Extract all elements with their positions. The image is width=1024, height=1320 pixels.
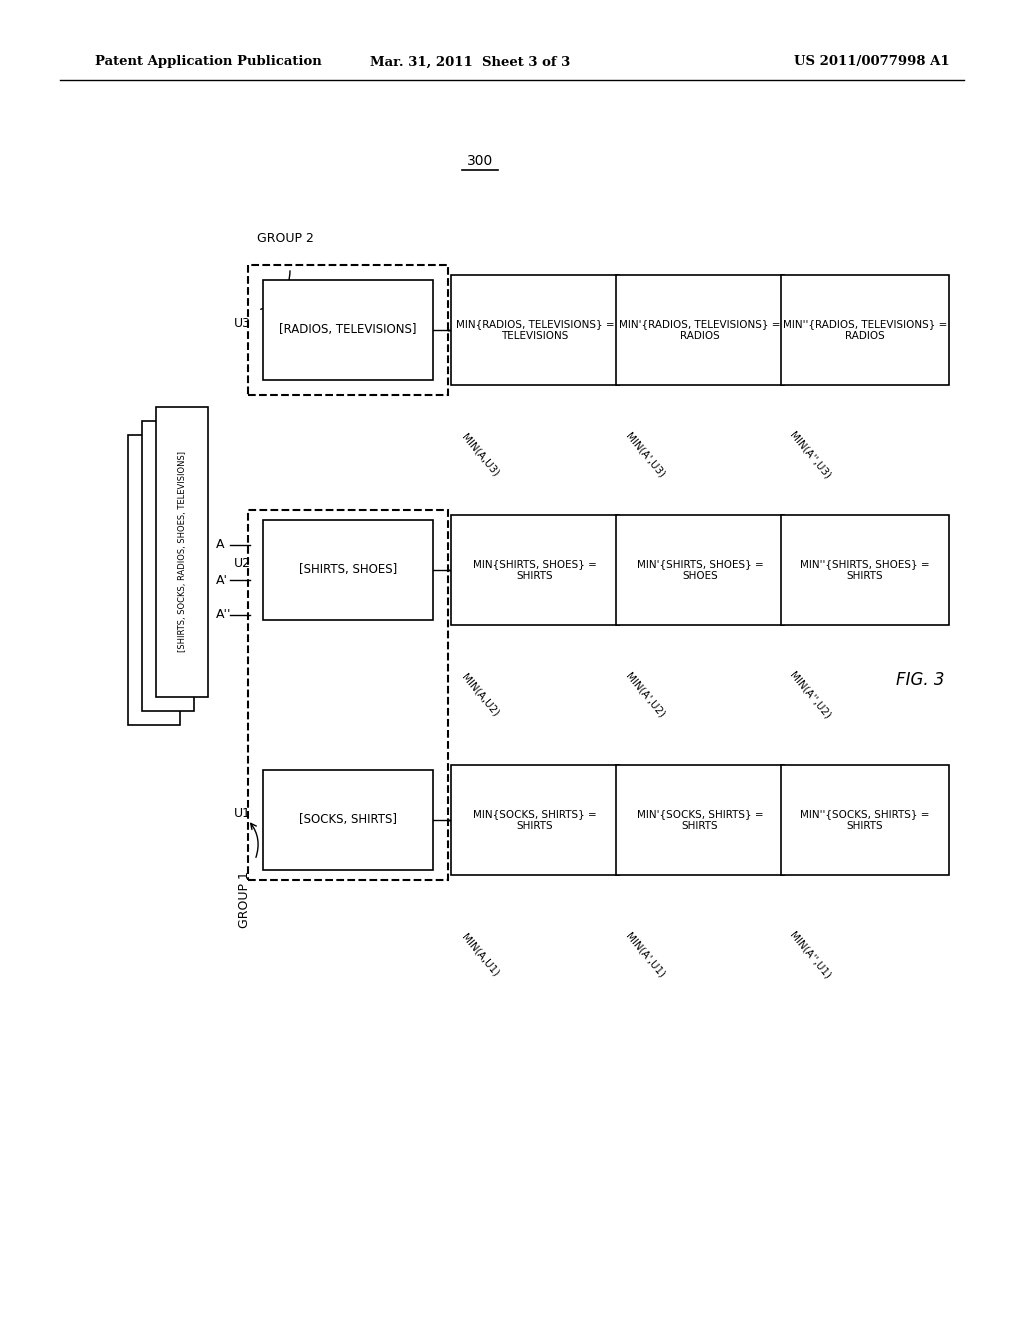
Text: U2: U2	[234, 557, 251, 570]
Text: MIN''{RADIOS, TELEVISIONS} =
RADIOS: MIN''{RADIOS, TELEVISIONS} = RADIOS	[782, 319, 947, 341]
Text: MIN(A',U1): MIN(A',U1)	[624, 931, 667, 979]
Text: MIN(A,U2): MIN(A,U2)	[460, 672, 501, 718]
Text: [SHIRTS, SHOES]: [SHIRTS, SHOES]	[299, 564, 397, 577]
Text: MIN{SOCKS, SHIRTS} =
SHIRTS: MIN{SOCKS, SHIRTS} = SHIRTS	[473, 809, 597, 830]
FancyBboxPatch shape	[451, 515, 618, 624]
Text: Patent Application Publication: Patent Application Publication	[95, 55, 322, 69]
Text: MIN(A'',U3): MIN(A'',U3)	[787, 429, 833, 480]
Text: MIN''{SHIRTS, SHOES} =
SHIRTS: MIN''{SHIRTS, SHOES} = SHIRTS	[800, 560, 930, 581]
Text: A'': A''	[216, 609, 231, 622]
Text: U3: U3	[234, 317, 251, 330]
Text: MIN(A',U2): MIN(A',U2)	[624, 671, 667, 719]
Text: MIN{RADIOS, TELEVISIONS} =
TELEVISIONS: MIN{RADIOS, TELEVISIONS} = TELEVISIONS	[456, 319, 614, 341]
FancyBboxPatch shape	[451, 766, 618, 875]
FancyBboxPatch shape	[616, 766, 784, 875]
Text: MIN''{SOCKS, SHIRTS} =
SHIRTS: MIN''{SOCKS, SHIRTS} = SHIRTS	[800, 809, 930, 830]
FancyBboxPatch shape	[248, 265, 449, 395]
Text: Mar. 31, 2011  Sheet 3 of 3: Mar. 31, 2011 Sheet 3 of 3	[370, 55, 570, 69]
Text: MIN(A'',U1): MIN(A'',U1)	[787, 929, 833, 981]
FancyBboxPatch shape	[616, 275, 784, 385]
Text: FIG. 3: FIG. 3	[896, 671, 944, 689]
Text: GROUP 1: GROUP 1	[239, 871, 252, 928]
FancyBboxPatch shape	[263, 770, 433, 870]
FancyBboxPatch shape	[156, 407, 208, 697]
Text: MIN(A,U3): MIN(A,U3)	[460, 432, 501, 478]
Text: A': A'	[216, 573, 228, 586]
Text: MIN'{RADIOS, TELEVISIONS} =
RADIOS: MIN'{RADIOS, TELEVISIONS} = RADIOS	[620, 319, 780, 341]
FancyBboxPatch shape	[263, 280, 433, 380]
Text: [SHIRTS, SOCKS, RADIOS, SHOES, TELEVISIONS]: [SHIRTS, SOCKS, RADIOS, SHOES, TELEVISIO…	[177, 451, 186, 652]
Text: [RADIOS, TELEVISIONS]: [RADIOS, TELEVISIONS]	[280, 323, 417, 337]
Text: MIN(A'',U2): MIN(A'',U2)	[787, 669, 833, 721]
FancyBboxPatch shape	[142, 421, 194, 711]
FancyBboxPatch shape	[263, 520, 433, 620]
FancyBboxPatch shape	[248, 510, 449, 880]
Text: MIN'{SHIRTS, SHOES} =
SHOES: MIN'{SHIRTS, SHOES} = SHOES	[637, 560, 763, 581]
FancyBboxPatch shape	[781, 766, 949, 875]
Text: U1: U1	[234, 807, 251, 820]
Text: 300: 300	[467, 154, 494, 168]
Text: MIN(A,U1): MIN(A,U1)	[460, 932, 501, 978]
Text: [SHOES, SHIRTS, RADIOS, SOCKS, TELEVISIONS]: [SHOES, SHIRTS, RADIOS, SOCKS, TELEVISIO…	[164, 466, 172, 667]
FancyBboxPatch shape	[451, 275, 618, 385]
FancyBboxPatch shape	[616, 515, 784, 624]
Text: A: A	[216, 539, 224, 552]
FancyBboxPatch shape	[781, 515, 949, 624]
Text: MIN{SHIRTS, SHOES} =
SHIRTS: MIN{SHIRTS, SHOES} = SHIRTS	[473, 560, 597, 581]
Text: [SOCKS, SHIRTS]: [SOCKS, SHIRTS]	[299, 813, 397, 826]
Text: [SHIRTS, SHOES, SOCKS, TELEVISIONS, RADIOS]: [SHIRTS, SHOES, SOCKS, TELEVISIONS, RADI…	[150, 479, 159, 681]
Text: US 2011/0077998 A1: US 2011/0077998 A1	[795, 55, 950, 69]
Text: MIN(A',U3): MIN(A',U3)	[624, 430, 667, 479]
Text: GROUP 2: GROUP 2	[257, 231, 313, 244]
FancyBboxPatch shape	[781, 275, 949, 385]
FancyBboxPatch shape	[128, 436, 180, 725]
Text: MIN'{SOCKS, SHIRTS} =
SHIRTS: MIN'{SOCKS, SHIRTS} = SHIRTS	[637, 809, 763, 830]
